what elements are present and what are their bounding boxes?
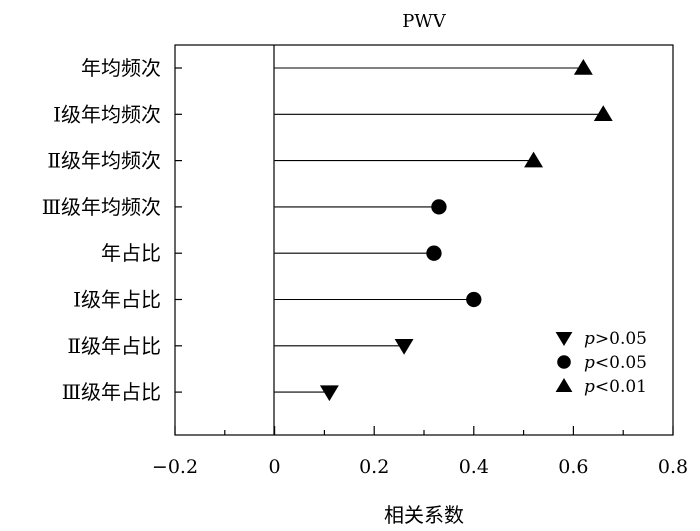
legend-marker — [555, 378, 573, 392]
legend-label: p<0.05 — [584, 353, 647, 373]
x-tick-label: 0 — [269, 456, 281, 478]
legend-marker — [555, 332, 573, 346]
data-point-marker — [426, 245, 442, 261]
legend: p>0.05p<0.05p<0.01 — [555, 329, 647, 397]
x-tick-label: 0.2 — [359, 456, 389, 478]
legend-label-italic: p — [584, 377, 595, 397]
chart-title: PWV — [402, 11, 447, 32]
legend-label-rest: <0.05 — [595, 353, 647, 373]
data-point-marker — [466, 291, 482, 308]
x-tick-label: 0.4 — [459, 456, 489, 478]
data-point-marker — [524, 151, 544, 168]
legend-label-rest: <0.01 — [595, 377, 647, 397]
legend-label: p>0.05 — [584, 329, 647, 349]
stems — [274, 67, 604, 393]
category-label: 年占比 — [101, 241, 161, 265]
x-tick-label: 0.6 — [558, 456, 588, 478]
category-label: Ⅱ级年占比 — [67, 334, 161, 358]
legend-marker — [557, 355, 571, 369]
category-label: Ⅰ级年均频次 — [53, 102, 161, 126]
data-point-marker — [593, 105, 613, 122]
legend-label-italic: p — [584, 353, 595, 373]
data-point-marker — [573, 59, 593, 75]
category-label: Ⅲ级年占比 — [62, 380, 161, 404]
legend-label-italic: p — [584, 329, 595, 349]
category-label: Ⅱ级年均频次 — [47, 149, 161, 173]
x-tick-label: −0.2 — [152, 456, 198, 478]
category-label: 年均频次 — [81, 56, 161, 80]
category-label: Ⅰ级年占比 — [73, 288, 161, 312]
x-axis-tick-labels: −0.2 0 0.2 0.4 0.6 0.8 — [152, 456, 688, 478]
legend-label-rest: >0.05 — [595, 329, 647, 349]
legend-label: p<0.01 — [584, 377, 647, 397]
data-point-marker — [431, 199, 447, 215]
data-point-marker — [319, 385, 339, 402]
data-point-marker — [394, 339, 414, 355]
category-label: Ⅲ级年均频次 — [42, 195, 161, 219]
markers — [319, 59, 613, 402]
x-tick-label: 0.8 — [658, 456, 688, 478]
x-axis-title: 相关系数 — [384, 503, 464, 527]
x-axis-ticks — [174, 67, 674, 435]
